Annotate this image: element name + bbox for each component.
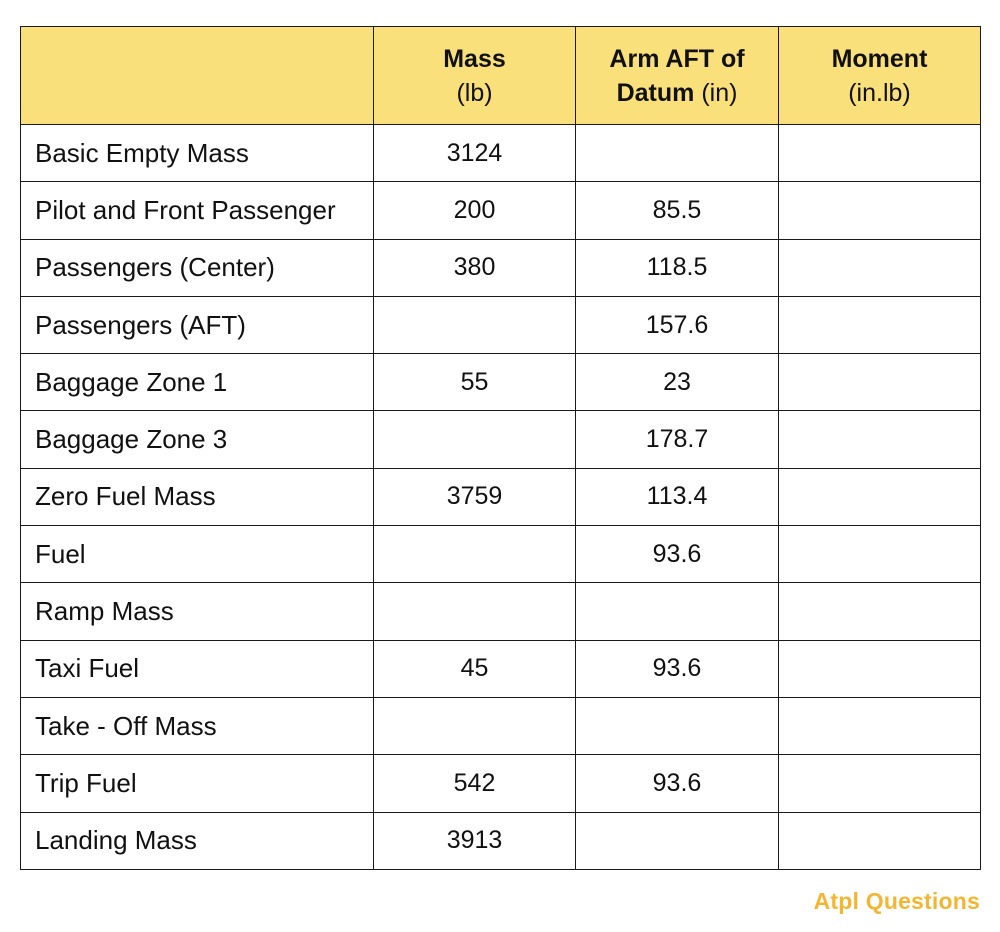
moment-cell [778,295,981,355]
mass-cell [373,410,576,469]
arm-cell: 113.4 [575,467,779,527]
arm-cell: 93.6 [575,639,779,698]
arm-cell: 178.7 [575,410,779,469]
arm-cell [575,696,779,756]
moment-cell [778,525,981,584]
arm-cell: 23 [575,353,779,412]
mass-cell: 3913 [373,811,576,870]
table-row: Baggage Zone 3 178.7 [20,410,981,469]
mass-cell [373,295,576,355]
row-label: Baggage Zone 1 [20,353,374,412]
header-arm-title: Arm AFT of Datum [609,44,745,107]
header-cell-item [20,26,374,125]
header-arm-unit: (in) [701,78,738,107]
mass-cell: 3759 [373,467,576,527]
row-label: Zero Fuel Mass [20,467,374,527]
mass-cell: 3124 [373,123,576,183]
moment-cell [778,467,981,527]
table-row: Landing Mass 3913 [20,811,981,870]
row-label: Trip Fuel [20,754,374,813]
header-cell-arm: Arm AFT of Datum (in) [575,26,779,125]
moment-cell [778,754,981,813]
arm-cell: 93.6 [575,754,779,813]
table-body: Basic Empty Mass 3124 Pilot and Front Pass… [20,123,981,870]
row-label: Baggage Zone 3 [20,410,374,469]
moment-cell [778,238,981,297]
header-moment-unit: (in.lb) [848,78,911,107]
moment-cell [778,582,981,641]
row-label: Fuel [20,525,374,584]
moment-cell [778,639,981,698]
arm-cell [575,582,779,641]
header-cell-mass: Mass (lb) [373,26,576,125]
row-label: Landing Mass [20,811,374,870]
table-row: Basic Empty Mass 3124 [20,123,981,183]
mass-cell: 55 [373,353,576,412]
header-moment-title: Moment [831,44,928,73]
mass-cell [373,696,576,756]
header-mass-unit: (lb) [456,78,493,107]
row-label: Taxi Fuel [20,639,374,698]
row-label: Take - Off Mass [20,696,374,756]
mass-cell: 380 [373,238,576,297]
mass-cell [373,525,576,584]
table-row: Ramp Mass [20,582,981,641]
header-row: Mass (lb) Arm AFT of Datum (in) Moment (… [20,26,981,125]
row-label: Passengers (AFT) [20,295,374,355]
mass-cell [373,582,576,641]
arm-cell: 85.5 [575,181,779,240]
table-row: Zero Fuel Mass 3759 113.4 [20,467,981,527]
moment-cell [778,181,981,240]
arm-cell [575,123,779,183]
row-label: Basic Empty Mass [20,123,374,183]
mass-cell: 542 [373,754,576,813]
table-row: Fuel 93.6 [20,525,981,584]
header-mass-title: Mass [443,44,506,73]
table-row: Trip Fuel 542 93.6 [20,754,981,813]
table-row: Taxi Fuel 45 93.6 [20,639,981,698]
mass-cell: 200 [373,181,576,240]
row-label: Pilot and Front Passenger [20,181,374,240]
arm-cell [575,811,779,870]
table-row: Pilot and Front Passenger 200 85.5 [20,181,981,240]
row-label: Passengers (Center) [20,238,374,297]
mass-cell: 45 [373,639,576,698]
arm-cell: 93.6 [575,525,779,584]
moment-cell [778,353,981,412]
arm-cell: 157.6 [575,295,779,355]
table-row: Passengers (AFT) 157.6 [20,295,981,355]
moment-cell [778,811,981,870]
table-row: Passengers (Center) 380 118.5 [20,238,981,297]
moment-cell [778,123,981,183]
atpl-questions-logo: Atpl Questions [813,888,980,914]
moment-cell [778,410,981,469]
header-cell-moment: Moment (in.lb) [778,26,981,125]
table-row: Baggage Zone 1 55 23 [20,353,981,412]
table-row: Take - Off Mass [20,696,981,756]
row-label: Ramp Mass [20,582,374,641]
arm-cell: 118.5 [575,238,779,297]
weight-balance-table: Mass (lb) Arm AFT of Datum (in) Moment (… [20,26,981,870]
moment-cell [778,696,981,756]
